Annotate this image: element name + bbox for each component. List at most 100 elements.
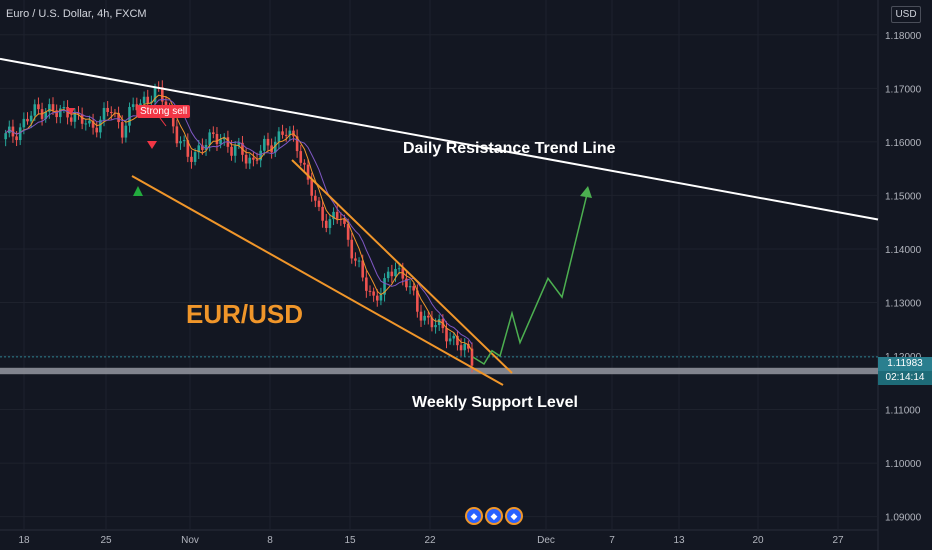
candle-body — [328, 219, 332, 228]
x-tick-label: 25 — [100, 535, 112, 546]
candle-body — [303, 162, 306, 165]
candle-body — [55, 110, 58, 118]
candle-body — [310, 179, 313, 196]
sell-signal-marker — [67, 108, 75, 115]
candle-body — [463, 343, 467, 351]
projection-path — [472, 189, 589, 366]
x-tick-label: 7 — [609, 535, 615, 546]
candle-body — [204, 144, 208, 150]
candle-body — [248, 157, 252, 164]
candle-body — [142, 96, 146, 104]
candle-body — [99, 119, 102, 133]
candle-body — [58, 108, 62, 118]
candle-body — [175, 126, 179, 144]
candle-body — [408, 286, 412, 288]
candle-body — [201, 145, 204, 150]
candle-body — [106, 107, 109, 112]
y-tick-label: 1.18000 — [885, 31, 922, 42]
candle-body — [117, 112, 120, 123]
candle-body — [273, 141, 277, 153]
candle-body — [219, 139, 222, 145]
candle-body — [110, 111, 113, 113]
candle-body — [368, 290, 372, 292]
candle-body — [277, 131, 281, 142]
x-tick-label: 18 — [18, 535, 30, 546]
candle-body — [88, 120, 91, 124]
event-icon[interactable]: ◆ — [485, 507, 503, 525]
candle-body — [135, 104, 139, 111]
candle-body — [161, 87, 164, 102]
event-icon[interactable]: ◆ — [465, 507, 483, 525]
candle-body — [237, 142, 241, 146]
candle-body — [361, 260, 364, 278]
candle-body — [459, 345, 463, 351]
candle-body — [419, 311, 423, 321]
candle-body — [62, 106, 66, 109]
x-tick-label: Dec — [537, 535, 555, 546]
event-icon[interactable]: ◆ — [505, 507, 523, 525]
candle-body — [146, 96, 150, 103]
candle-body — [73, 112, 77, 122]
candle-body — [397, 268, 401, 270]
strong-sell-badge[interactable]: Strong sell — [137, 105, 191, 118]
candle-body — [357, 260, 361, 262]
candle-body — [456, 335, 459, 346]
candle-body — [153, 87, 157, 102]
candle-body — [186, 140, 190, 157]
candle-body — [295, 136, 299, 152]
candle-body — [215, 133, 219, 145]
candle-body — [434, 325, 437, 328]
resistance-label: Daily Resistance Trend Line — [403, 140, 616, 157]
current-price-tag: 1.11983 — [878, 357, 932, 371]
candle-body — [354, 258, 357, 261]
candle-body — [343, 218, 346, 224]
candle-body — [423, 315, 426, 321]
y-tick-label: 1.16000 — [885, 138, 922, 149]
currency-button[interactable]: USD — [891, 6, 921, 23]
buy-signal-marker — [133, 186, 143, 196]
support-zone — [0, 367, 878, 375]
candle-body — [416, 290, 419, 312]
candle-body — [386, 271, 390, 279]
candle-body — [51, 104, 55, 111]
y-tick-label: 1.10000 — [885, 459, 922, 470]
candle-body — [255, 159, 259, 161]
candle-body — [375, 295, 379, 301]
candle-body — [317, 200, 321, 207]
candle-body — [48, 104, 51, 112]
symbol-title[interactable]: Euro / U.S. Dollar, 4h, FXCM — [6, 8, 147, 20]
wedge-upper-line — [291, 159, 513, 374]
candle-body — [266, 138, 270, 146]
candle-body — [102, 107, 106, 120]
candle-body — [430, 317, 434, 328]
candle-body — [29, 115, 33, 122]
candle-body — [252, 157, 255, 160]
signal-pointer — [159, 117, 167, 127]
x-tick-label: 27 — [832, 535, 844, 546]
x-tick-label: 22 — [424, 535, 436, 546]
candle-body — [405, 278, 408, 288]
candle-body — [182, 140, 186, 142]
candle-body — [335, 211, 339, 219]
candle-body — [437, 319, 441, 326]
moving-average-fast — [5, 94, 473, 351]
event-badges[interactable]: ◆ ◆ ◆ — [465, 507, 523, 525]
candle-body — [314, 195, 317, 201]
candle-body — [394, 268, 397, 277]
candle-body — [390, 271, 394, 277]
y-tick-label: 1.13000 — [885, 298, 922, 309]
candle-body — [77, 112, 80, 115]
candle-body — [467, 343, 470, 349]
candle-body — [445, 328, 448, 342]
candle-body — [299, 151, 303, 163]
candle-body — [18, 127, 22, 141]
x-tick-label: 13 — [673, 535, 685, 546]
candle-body — [230, 146, 233, 156]
support-label: Weekly Support Level — [412, 394, 578, 411]
candle-body — [120, 122, 124, 138]
y-tick-label: 1.14000 — [885, 245, 922, 256]
candle-body — [350, 239, 354, 259]
y-tick-label: 1.15000 — [885, 191, 922, 202]
candle-body — [259, 150, 262, 161]
